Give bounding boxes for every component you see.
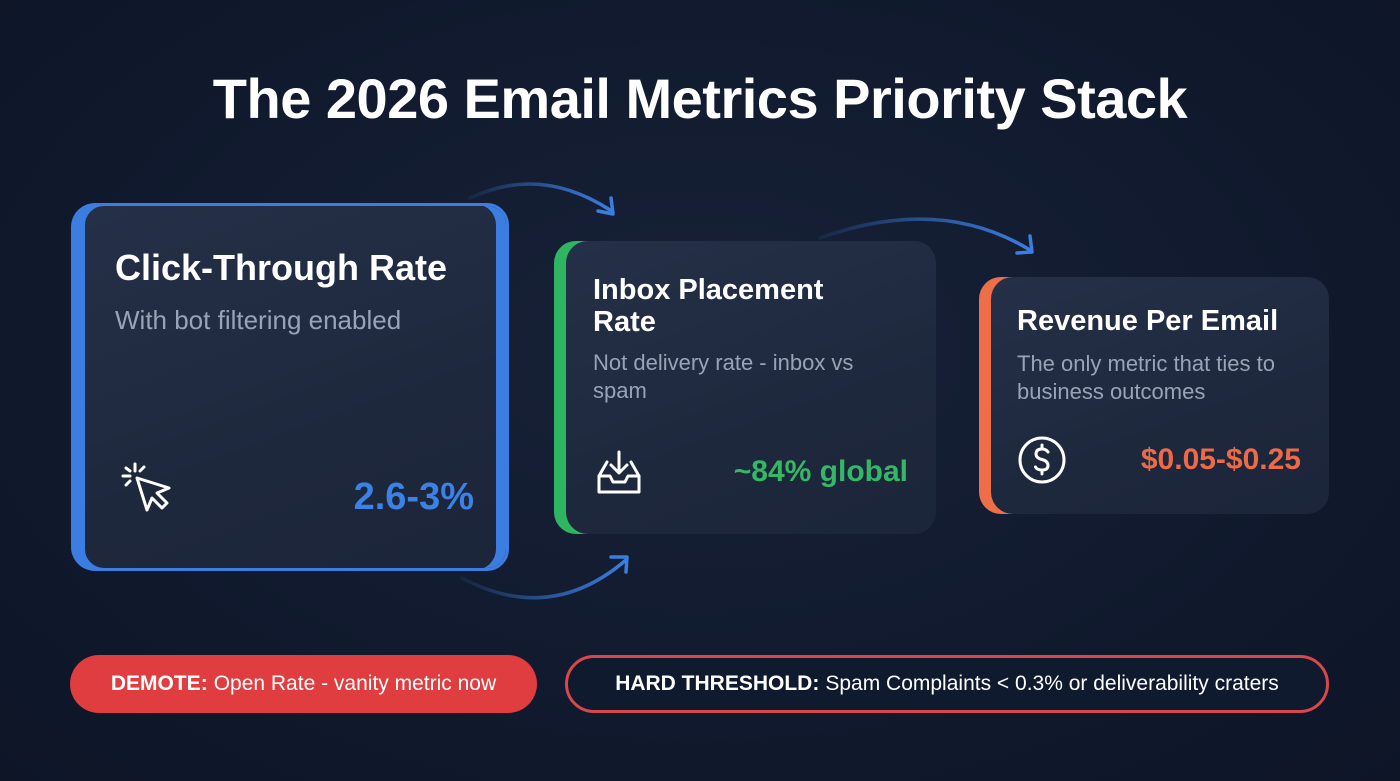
card-subtitle: Not delivery rate - inbox vs spam: [593, 350, 854, 403]
card-title: Inbox Placement Rate: [593, 274, 824, 339]
hard-threshold-callout: HARD THRESHOLD: Spam Complaints < 0.3% o…: [565, 655, 1329, 713]
inbox-download-icon: [593, 448, 645, 505]
card-subtitle: The only metric that ties to business ou…: [1017, 351, 1275, 404]
card-title: Click-Through Rate: [115, 247, 448, 288]
demote-label: DEMOTE:: [110, 672, 208, 695]
threshold-text: Spam Complaints < 0.3% or deliverability…: [825, 672, 1279, 695]
card-click-through-rate: Click-Through Rate With bot filtering en…: [71, 203, 509, 571]
card-subtitle: With bot filtering enabled: [115, 305, 402, 335]
metric-value: ~84% global: [733, 455, 908, 488]
dollar-circle-icon: [1017, 435, 1067, 490]
card-revenue-per-email: Revenue Per Email The only metric that t…: [979, 277, 1329, 514]
card-inbox-placement-rate: Inbox Placement Rate Not delivery rate -…: [554, 241, 936, 534]
page-title: The 2026 Email Metrics Priority Stack: [212, 67, 1188, 130]
demote-text: Open Rate - vanity metric now: [213, 672, 497, 695]
metric-value: 2.6-3%: [353, 476, 474, 518]
card-title: Revenue Per Email: [1017, 305, 1279, 337]
demote-callout: DEMOTE: Open Rate - vanity metric now: [70, 655, 537, 713]
threshold-label: HARD THRESHOLD:: [615, 672, 820, 695]
cursor-click-icon: [117, 458, 181, 527]
metric-value: $0.05-$0.25: [1140, 443, 1301, 476]
